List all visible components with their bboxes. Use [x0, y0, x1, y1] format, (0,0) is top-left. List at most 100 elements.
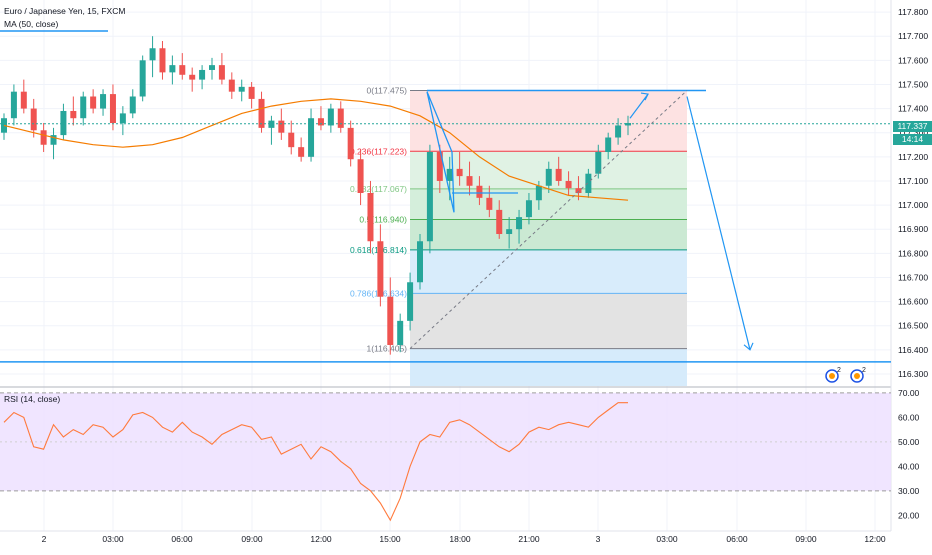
price-tick-label: 116.800: [898, 248, 928, 258]
time-tick-label: 09:00: [795, 534, 817, 544]
rsi-tick-label: 40.00: [898, 461, 920, 471]
rsi-tick-label: 60.00: [898, 412, 920, 422]
rsi-indicator-label: RSI (14, close): [4, 394, 61, 404]
candle-body: [585, 173, 592, 193]
candle-body: [159, 48, 166, 73]
candle-body: [387, 296, 394, 345]
time-tick-label: 3: [596, 534, 601, 544]
fib-level-label: 0.5(116.940): [359, 215, 407, 225]
candle-body: [486, 197, 493, 210]
price-tick-label: 116.300: [898, 369, 928, 379]
candle-body: [377, 241, 384, 297]
rsi-line: [3, 402, 628, 522]
price-tick-label: 117.100: [898, 176, 928, 186]
candle-body: [605, 137, 612, 152]
fib-level-label: 0(117.475): [367, 85, 408, 95]
price-tick-label: 116.900: [898, 224, 928, 234]
candle-body: [525, 200, 532, 218]
candle-body: [446, 168, 453, 181]
candle-body: [278, 120, 285, 133]
time-tick-label: 06:00: [171, 534, 193, 544]
candle-body: [90, 96, 97, 109]
price-tick-label: 117.200: [898, 152, 928, 162]
candle-body: [595, 151, 602, 174]
candle-body: [466, 176, 473, 186]
rsi-tick-label: 70.00: [898, 388, 920, 398]
price-tick-label: 117.400: [898, 104, 928, 114]
candle-body: [179, 65, 186, 75]
event-count: 2: [837, 367, 841, 374]
ma-50-line: [3, 98, 629, 201]
price-tick-label: 117.500: [898, 79, 928, 89]
candle-body: [535, 185, 542, 201]
price-tick-label: 116.700: [898, 272, 928, 282]
fib-level-label: 0.382(117.067): [350, 184, 407, 194]
candle-body: [367, 193, 374, 242]
fib-extension-zone: [410, 348, 687, 386]
price-tick-label: 117.300: [898, 128, 928, 138]
candle-body: [30, 108, 37, 131]
fib-zone: [410, 293, 687, 349]
time-tick-label: 06:00: [726, 534, 748, 544]
time-tick-label: 21:00: [518, 534, 540, 544]
candle-body: [109, 94, 116, 124]
fib-zone: [410, 188, 687, 220]
candle-body: [426, 151, 433, 242]
projection-arrowhead-up: [640, 92, 649, 101]
candle-body: [100, 94, 107, 109]
fib-level-label: 1(116.405): [367, 344, 408, 354]
projection-arrow-up: [629, 93, 649, 119]
fib-zone: [410, 90, 687, 152]
ma-indicator-label: MA (50, close): [4, 19, 59, 29]
fib-zone: [410, 219, 687, 250]
event-icon-dot: [829, 373, 835, 379]
candle-body: [238, 86, 245, 92]
candle-body: [288, 132, 295, 148]
rsi-tick-label: 30.00: [898, 486, 920, 496]
candle-body: [129, 96, 136, 114]
symbol-title: Euro / Japanese Yen, 15, FXCM: [4, 6, 126, 16]
rsi-tick-label: 50.00: [898, 437, 920, 447]
time-tick-label: 2: [42, 534, 47, 544]
candle-body: [327, 108, 334, 126]
candle-body: [80, 96, 87, 119]
price-tick-label: 117.600: [898, 55, 928, 65]
candle-body: [139, 60, 146, 97]
candle-body: [545, 168, 552, 186]
candle-body: [436, 151, 443, 181]
candle-body: [258, 98, 265, 128]
candle-body: [615, 125, 622, 138]
time-tick-label: 12:00: [310, 534, 332, 544]
candle-body: [70, 110, 77, 119]
price-tick-label: 117.700: [898, 31, 928, 41]
candle-body: [357, 159, 364, 193]
candle-body: [317, 118, 324, 126]
candle-body: [575, 188, 582, 193]
candle-body: [516, 217, 523, 230]
candle-body: [397, 320, 404, 345]
candle-body: [417, 241, 423, 283]
time-tick-label: 03:00: [656, 534, 678, 544]
current-price-tag: 117.337: [893, 121, 932, 132]
time-tick-label: 18:00: [449, 534, 471, 544]
time-tick-label: 12:00: [864, 534, 886, 544]
fib-zone: [410, 249, 687, 294]
candle-body: [119, 113, 126, 124]
candle-body: [506, 229, 513, 235]
candle-body: [189, 74, 196, 80]
projection-arrowhead-down: [743, 342, 754, 351]
candle-body: [565, 180, 572, 189]
candle-body: [169, 65, 176, 73]
candle-body: [10, 91, 17, 119]
candle-body: [337, 108, 344, 128]
candle-body: [248, 86, 255, 99]
candle-body: [347, 127, 354, 160]
time-tick-label: 15:00: [379, 534, 401, 544]
candle-body: [476, 185, 483, 198]
projection-arrow-down: [686, 96, 751, 350]
time-tick-label: 03:00: [102, 534, 124, 544]
candle-body: [298, 147, 305, 157]
candle-body: [40, 130, 47, 145]
